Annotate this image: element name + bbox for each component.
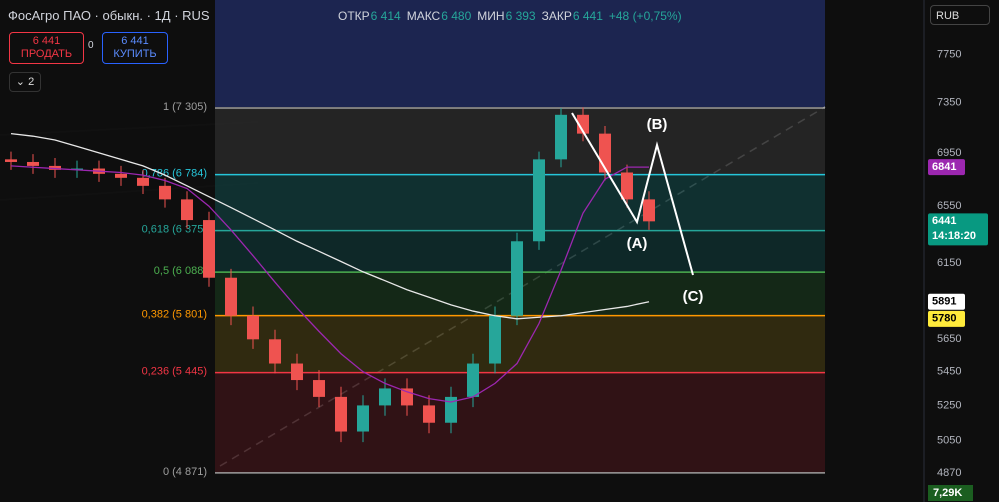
fib-label: 0 (4 871) bbox=[163, 466, 207, 478]
ohlc-value: 6 414 bbox=[370, 9, 401, 23]
price-tag bbox=[928, 159, 965, 176]
symbol: ФосАгро ПАО · обыкн. · 1Д · RUS bbox=[8, 8, 210, 23]
fib-label: 0,786 (6 784) bbox=[142, 168, 207, 180]
sell-price: 6 441 bbox=[32, 35, 61, 47]
y-tick-label: 7750 bbox=[937, 49, 961, 61]
y-tick-label: 5050 bbox=[937, 434, 961, 446]
candle-body bbox=[27, 161, 39, 166]
price-tag bbox=[928, 293, 965, 310]
candle-body bbox=[379, 388, 391, 406]
wave-line bbox=[571, 112, 694, 276]
upper-zone bbox=[215, 0, 825, 107]
indicators-count: 2 bbox=[28, 76, 35, 88]
candle-body bbox=[313, 380, 325, 397]
candle-body bbox=[423, 405, 435, 423]
candle-body bbox=[203, 220, 215, 278]
y-tick-label: 5650 bbox=[937, 333, 961, 345]
y-tick-label: 6150 bbox=[937, 257, 961, 269]
buy-button[interactable]: 6 441 КУПИТЬ bbox=[102, 32, 168, 64]
moving-average bbox=[10, 165, 649, 403]
y-tick-label: 6550 bbox=[937, 200, 961, 212]
price-tag-label: 5780 bbox=[932, 313, 956, 325]
candle-body bbox=[511, 241, 523, 316]
volume-label: 7,29K bbox=[933, 487, 962, 499]
ohlc-value: 6 480 bbox=[441, 9, 472, 23]
candle-body bbox=[335, 396, 347, 432]
fib-band bbox=[215, 108, 825, 175]
candle-body bbox=[445, 396, 457, 423]
price-tag-label: 6841 bbox=[932, 161, 956, 173]
candle-body bbox=[225, 277, 237, 316]
price-tag-label: 6441 bbox=[932, 215, 956, 227]
candle-body bbox=[5, 159, 17, 162]
buy-label: КУПИТЬ bbox=[113, 48, 157, 60]
buy-price: 6 441 bbox=[121, 35, 149, 47]
moving-average bbox=[10, 132, 650, 320]
change: +48 (+0,75%) bbox=[608, 9, 682, 23]
ohlc-label: МАКС bbox=[406, 9, 441, 23]
ohlc-label: ЗАКР bbox=[541, 9, 572, 23]
fib-label: 0,382 (5 801) bbox=[142, 308, 207, 320]
price-tag-label: 5891 bbox=[932, 296, 956, 308]
ohlc: ОТКР6 414 МАКС6 480 МИН6 393 ЗАКР6 441 +48 (… bbox=[338, 9, 682, 23]
candle-body bbox=[555, 114, 567, 160]
fib-label: 0,5 (6 088) bbox=[154, 265, 207, 277]
y-tick-label: 4870 bbox=[937, 467, 961, 479]
candle-body bbox=[159, 185, 171, 200]
fib-label: 0,236 (5 445) bbox=[142, 365, 207, 377]
candle-body bbox=[49, 165, 61, 170]
candle-body bbox=[621, 172, 633, 200]
ohlc-value: 6 441 bbox=[572, 9, 603, 23]
fib-label: 0,618 (6 375) bbox=[142, 224, 207, 236]
candle-body bbox=[115, 173, 127, 178]
indicators-toggle[interactable]: ⌄ 2 bbox=[9, 72, 41, 92]
candle-body bbox=[137, 177, 149, 186]
fib-label: 1 (7 305) bbox=[163, 101, 207, 113]
fib-band bbox=[215, 372, 825, 473]
ohlc-label: ОТКР bbox=[338, 9, 370, 23]
candle-body bbox=[401, 388, 413, 406]
sell-label: ПРОДАТЬ bbox=[20, 48, 73, 60]
y-tick-label: 6950 bbox=[937, 147, 961, 159]
wave-label: (A) bbox=[627, 235, 648, 252]
ohlc-label: МИН bbox=[477, 9, 505, 23]
y-tick-label: 5450 bbox=[937, 366, 961, 378]
sell-button[interactable]: 6 441 ПРОДАТЬ bbox=[9, 32, 84, 64]
candle-body bbox=[533, 159, 545, 242]
wave-label: (C) bbox=[683, 288, 704, 305]
spread: 0 bbox=[88, 40, 94, 51]
y-tick-label: 5250 bbox=[937, 399, 961, 411]
price-tag bbox=[928, 310, 965, 327]
candle-body bbox=[357, 405, 369, 432]
y-tick-label: 7350 bbox=[937, 96, 961, 108]
wave-label: (B) bbox=[647, 116, 668, 133]
price-tag bbox=[928, 213, 988, 246]
candle-body bbox=[643, 199, 655, 222]
fib-band bbox=[215, 174, 825, 231]
candle-body bbox=[269, 339, 281, 364]
candle-body bbox=[489, 315, 501, 364]
fib-band bbox=[215, 315, 825, 373]
candle-body bbox=[577, 114, 589, 134]
candle-body bbox=[71, 168, 83, 170]
volume-tag bbox=[928, 485, 973, 501]
candle-body bbox=[181, 199, 193, 221]
ohlc-value: 6 393 bbox=[505, 9, 536, 23]
currency-select[interactable]: RUB bbox=[930, 5, 990, 25]
last-time: 14:18:20 bbox=[932, 230, 976, 242]
candle-body bbox=[291, 363, 303, 381]
candle-body bbox=[467, 363, 479, 397]
candle-body bbox=[247, 315, 259, 340]
